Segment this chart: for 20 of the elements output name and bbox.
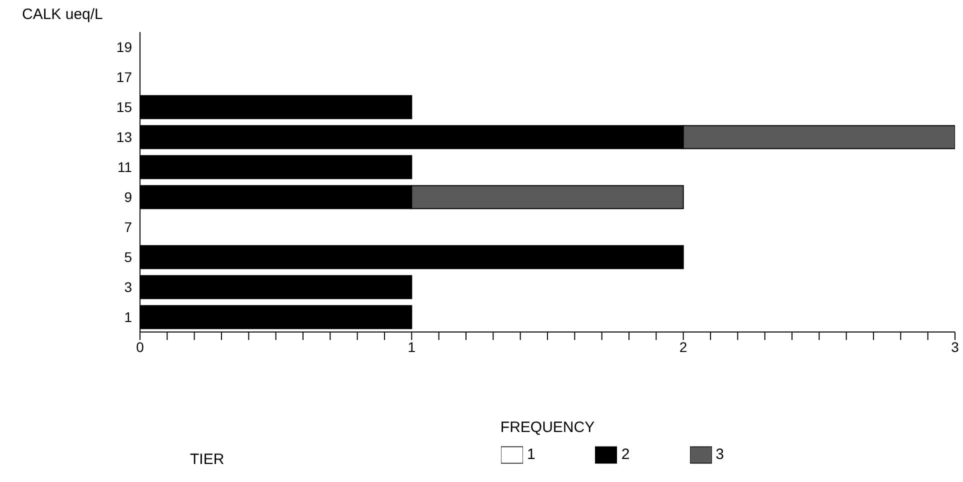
- y-tick-label: 1: [124, 308, 132, 325]
- x-tick-label: 0: [136, 338, 144, 355]
- y-tick-label: 3: [124, 278, 132, 295]
- y-tick-label: 7: [124, 218, 132, 235]
- x-tick-label: 1: [408, 338, 416, 355]
- x-tick-label: 2: [679, 338, 688, 355]
- y-tick-label: 19: [116, 38, 132, 55]
- y-tick-label: 5: [124, 248, 132, 265]
- y-tick-label: 13: [116, 128, 132, 145]
- y-tick-label: 11: [117, 158, 132, 175]
- legend-label: 1: [526, 446, 536, 463]
- y-tick-label: 15: [116, 98, 132, 115]
- x-tick-label: 3: [951, 338, 960, 355]
- y-axis-title: CALK ueq/L: [22, 6, 103, 23]
- y-tick-label: 17: [116, 68, 132, 85]
- legend-label: 3: [716, 446, 724, 463]
- legend-label: 2: [621, 446, 630, 463]
- x-axis-title: FREQUENCY: [500, 419, 595, 436]
- legend-title: TIER: [190, 451, 224, 468]
- y-tick-label: 9: [124, 188, 132, 205]
